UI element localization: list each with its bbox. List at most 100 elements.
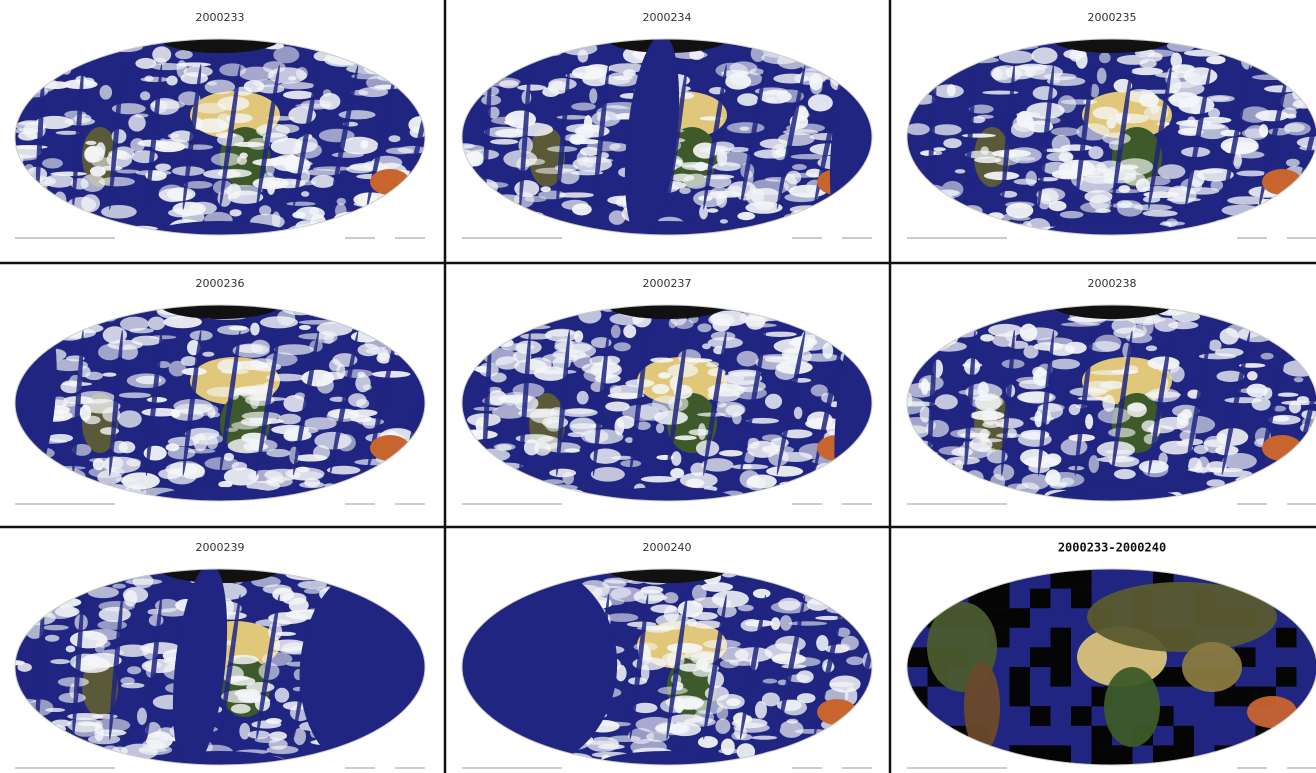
cloud <box>754 227 768 238</box>
cloud <box>1227 38 1266 48</box>
cloud <box>573 354 592 369</box>
cloud <box>387 192 399 203</box>
cloud <box>1011 34 1037 48</box>
panel-title: 2000234 <box>643 11 692 24</box>
cloud <box>787 491 817 496</box>
cloud <box>1284 456 1304 460</box>
cloud <box>932 124 962 135</box>
cloud <box>916 73 934 80</box>
cloud <box>1105 450 1131 454</box>
cloud <box>650 357 673 362</box>
no-data-cell <box>1051 667 1072 687</box>
cloud <box>658 372 671 379</box>
cloud <box>266 352 298 366</box>
cloud <box>930 459 942 474</box>
cloud <box>1051 127 1080 136</box>
cloud <box>1279 306 1293 318</box>
cloud <box>266 449 290 457</box>
cloud <box>7 716 34 733</box>
cloud <box>720 219 728 223</box>
cloud <box>831 323 863 332</box>
cloud <box>794 407 803 419</box>
cloud <box>1194 309 1206 313</box>
cloud <box>499 80 519 88</box>
cloud <box>357 754 372 769</box>
cloud <box>348 393 366 406</box>
cloud <box>934 331 958 346</box>
map-globe <box>0 291 439 515</box>
cloud <box>762 434 782 441</box>
map-panel: 2000233-2000240 <box>907 541 1316 769</box>
cloud <box>766 466 803 477</box>
cloud <box>707 208 718 213</box>
cloud <box>1106 189 1142 193</box>
cloud <box>175 50 193 59</box>
cloud <box>1288 77 1314 81</box>
cloud <box>44 315 75 327</box>
cloud <box>853 225 865 238</box>
cloud <box>490 139 518 145</box>
cloud <box>780 569 789 574</box>
no-data-cell <box>1071 569 1092 589</box>
cloud <box>351 49 369 62</box>
cloud <box>819 49 843 61</box>
cloud <box>0 596 36 604</box>
cloud <box>692 585 707 602</box>
cloud <box>1099 52 1111 63</box>
cloud <box>697 323 711 332</box>
cloud <box>475 330 500 347</box>
cloud <box>1158 164 1186 179</box>
cloud <box>1265 482 1273 494</box>
cloud <box>129 328 154 333</box>
cloud <box>135 58 156 69</box>
cloud <box>240 153 248 159</box>
cloud <box>1026 300 1045 311</box>
no-data-cell <box>1030 745 1051 765</box>
cloud <box>489 62 528 66</box>
cloud <box>1031 47 1057 64</box>
figure: 2000233200023420002352000236200023720002… <box>0 0 1316 773</box>
no-data-cell <box>928 589 949 609</box>
cloud <box>407 471 429 488</box>
cloud <box>759 90 791 104</box>
cloud <box>934 324 956 334</box>
cloud <box>970 394 1004 409</box>
cloud <box>466 463 487 471</box>
cloud <box>407 323 436 335</box>
cloud <box>416 733 425 740</box>
cloud <box>42 158 63 168</box>
cloud <box>650 604 677 613</box>
no-data-cell <box>928 569 949 589</box>
cloud <box>121 683 144 689</box>
cloud <box>1214 219 1246 226</box>
map-globe <box>0 25 439 249</box>
cloud <box>458 722 496 730</box>
cloud <box>849 335 858 343</box>
cloud <box>28 306 45 322</box>
cloud <box>18 77 42 91</box>
cloud <box>372 216 395 232</box>
cloud <box>591 467 625 482</box>
cloud <box>25 346 42 358</box>
cloud <box>335 314 346 319</box>
cloud <box>803 305 833 323</box>
no-data-cell <box>1174 726 1195 746</box>
no-data-cell <box>989 589 1010 609</box>
cloud <box>924 46 944 61</box>
cloud <box>840 466 861 472</box>
cloud <box>333 227 360 239</box>
cloud <box>911 491 922 498</box>
cloud <box>816 635 828 651</box>
no-data-cell <box>907 589 928 609</box>
cloud <box>1026 171 1037 186</box>
cloud <box>966 57 1000 63</box>
cloud <box>359 313 395 325</box>
cloud <box>764 332 797 337</box>
land <box>1262 435 1302 461</box>
cloud <box>755 701 767 719</box>
cloud <box>840 197 870 211</box>
cloud <box>321 305 351 310</box>
cloud <box>45 635 59 642</box>
cloud <box>43 593 78 598</box>
cloud <box>32 573 62 588</box>
